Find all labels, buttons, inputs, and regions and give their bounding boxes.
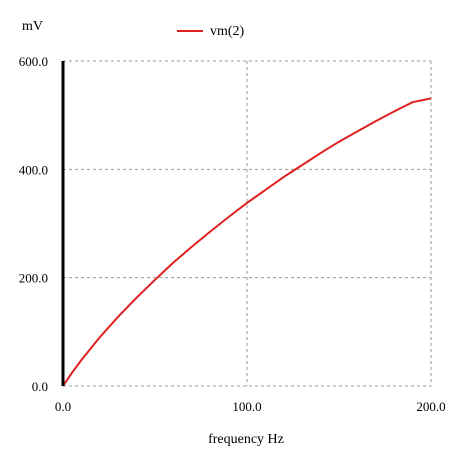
x-axis-label: frequency Hz <box>208 432 284 447</box>
x-tick-label: 0.0 <box>55 399 71 414</box>
series-line <box>62 97 432 387</box>
x-tick-label: 200.0 <box>416 399 445 414</box>
legend-label: vm(2) <box>210 24 245 39</box>
series-layer <box>62 97 432 387</box>
tick-labels: 0.0 200.0 400.0 600.0 0.0 100.0 200.0 <box>19 54 446 414</box>
legend: vm(2) <box>177 24 245 39</box>
y-tick-label: 400.0 <box>19 162 48 177</box>
y-axis-label: mV <box>22 19 43 34</box>
y-tick-label: 200.0 <box>19 271 48 286</box>
grid <box>63 60 432 387</box>
y-tick-label: 0.0 <box>32 379 48 394</box>
x-tick-label: 100.0 <box>232 399 261 414</box>
y-tick-label: 600.0 <box>19 54 48 69</box>
